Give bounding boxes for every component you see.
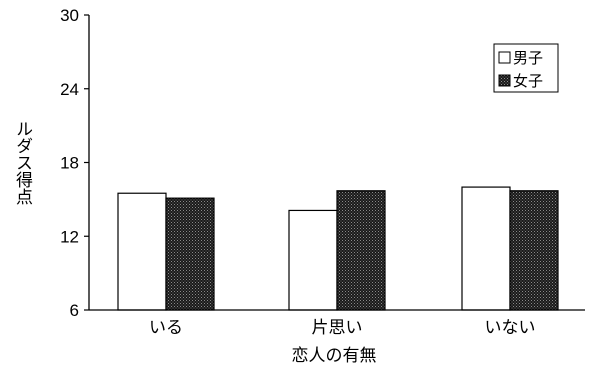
legend-swatch (498, 74, 511, 87)
bar-male-2 (288, 209, 338, 311)
y-tick-label: 18 (60, 154, 79, 173)
bar-male-1 (117, 192, 167, 311)
legend-label: 男子 (513, 49, 543, 67)
x-category-label: 片思い (312, 318, 363, 338)
x-axis-category-labels: いる 片思い いない (149, 318, 536, 338)
bar-female-3 (509, 190, 559, 311)
legend-label: 女子 (513, 72, 543, 90)
x-category-label: いない (485, 318, 536, 338)
y-tick-label: 6 (70, 301, 79, 320)
bar-female-1 (165, 197, 215, 311)
y-tick-label: 24 (60, 80, 79, 99)
x-category-label: いる (149, 318, 183, 338)
y-axis-title: ルダス得点 (12, 120, 33, 205)
y-tick-label: 30 (60, 6, 79, 25)
bar-male-3 (461, 186, 511, 311)
bar-female-2 (336, 190, 386, 311)
x-axis-title: 恋人の有無 (292, 345, 377, 366)
legend-swatch (498, 51, 511, 64)
y-tick-label: 12 (60, 227, 79, 246)
bars (117, 186, 559, 311)
y-axis-ticks: 6 12 18 24 30 (60, 6, 89, 320)
